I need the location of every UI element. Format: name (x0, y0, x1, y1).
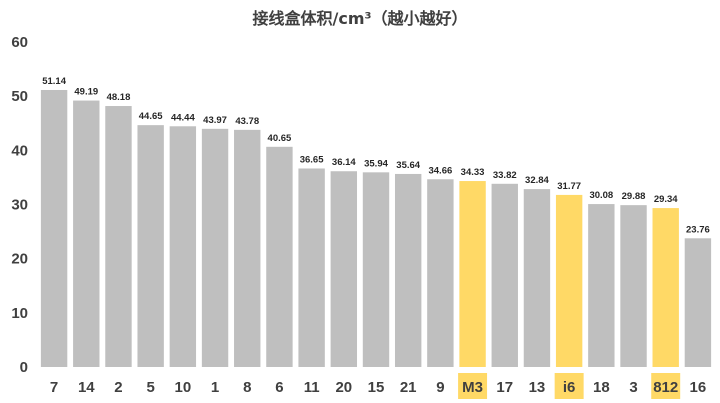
y-tick-label: 50 (11, 88, 28, 105)
data-label-18: 30.08 (589, 190, 613, 201)
bar-18 (588, 204, 615, 367)
bar-1 (201, 128, 229, 367)
bar-2 (105, 106, 132, 368)
y-tick-label: 0 (20, 359, 28, 376)
data-label-13: 32.84 (525, 175, 549, 186)
bar-14 (73, 100, 100, 367)
data-label-M3: 34.33 (461, 167, 485, 178)
bar-812 (652, 208, 679, 367)
data-label-5: 44.65 (139, 111, 163, 122)
x-tick-label-17: 17 (496, 379, 513, 396)
bar-9 (427, 179, 454, 367)
bars (40, 89, 712, 368)
y-axis: 0 10 20 30 40 50 60 (11, 34, 28, 376)
data-label-i6: 31.77 (557, 181, 581, 192)
data-labels: 51.14 49.19 48.18 44.65 44.44 43.97 43.78 40.65… (42, 76, 710, 235)
x-tick-label-i6: i6 (563, 379, 576, 396)
bar-3 (620, 205, 647, 367)
y-tick-label: 20 (11, 251, 28, 268)
x-tick-label-7: 7 (50, 379, 58, 396)
bar-15 (362, 172, 390, 367)
data-label-812: 29.34 (654, 194, 678, 205)
x-tick-label-2: 2 (114, 379, 122, 396)
bar-i6 (555, 194, 583, 367)
x-tick-label-15: 15 (368, 379, 385, 396)
x-tick-label-1: 1 (211, 379, 219, 396)
x-tick-label-11: 11 (304, 379, 320, 396)
x-tick-label-10: 10 (175, 379, 192, 396)
data-label-10: 44.44 (171, 112, 195, 123)
bar-11 (298, 168, 325, 367)
y-tick-label: 10 (11, 305, 28, 322)
x-tick-highlight (458, 373, 488, 399)
bar-6 (266, 146, 293, 367)
bar-M3 (459, 181, 486, 367)
y-tick-label: 30 (11, 197, 28, 214)
data-label-3: 29.88 (622, 191, 646, 202)
bar-21 (394, 173, 422, 367)
x-tick-label-21: 21 (400, 379, 417, 396)
bar-13 (523, 189, 551, 367)
x-tick-label-20: 20 (335, 379, 352, 396)
x-tick-label-13: 13 (529, 379, 546, 396)
x-tick-label-5: 5 (146, 379, 154, 396)
x-tick-label-9: 9 (436, 379, 444, 396)
data-label-16: 23.76 (686, 224, 710, 235)
x-tick-label-14: 14 (78, 379, 95, 396)
data-label-7: 51.14 (42, 76, 66, 87)
bar-8 (234, 129, 261, 367)
data-label-15: 35.94 (364, 158, 388, 169)
data-label-8: 43.78 (235, 116, 259, 127)
bar-20 (330, 171, 358, 367)
data-label-21: 35.64 (396, 160, 420, 171)
x-tick-label-8: 8 (243, 379, 251, 396)
x-tick-label-16: 16 (690, 379, 707, 396)
bar-16 (684, 238, 712, 367)
y-tick-label: 40 (11, 142, 28, 159)
data-label-9: 34.66 (428, 165, 452, 176)
y-tick-label: 60 (11, 34, 28, 51)
x-tick-label-6: 6 (275, 379, 283, 396)
x-tick-label-M3: M3 (462, 379, 483, 396)
data-label-11: 36.65 (300, 154, 324, 165)
bar-10 (169, 126, 197, 368)
bar-17 (491, 183, 518, 367)
x-tick-highlight (651, 373, 681, 399)
data-label-20: 36.14 (332, 157, 356, 168)
data-label-14: 49.19 (74, 87, 98, 98)
bar-7 (40, 89, 68, 367)
data-label-6: 40.65 (268, 133, 292, 144)
data-label-2: 48.18 (107, 92, 131, 103)
data-label-17: 33.82 (493, 170, 517, 181)
x-tick-highlight (554, 373, 584, 399)
x-tick-label-3: 3 (629, 379, 637, 396)
x-tick-label-812: 812 (653, 379, 678, 396)
data-label-1: 43.97 (203, 115, 227, 126)
x-axis: 7 14 2 5 10 1 8 6 11 20 15 21 9 M3 17 13 i6 18 3 812 16 (50, 373, 706, 399)
bar-5 (137, 125, 164, 367)
x-tick-label-18: 18 (593, 379, 610, 396)
chart-title: 接线盒体积/cm³（越小越好） (252, 9, 467, 28)
